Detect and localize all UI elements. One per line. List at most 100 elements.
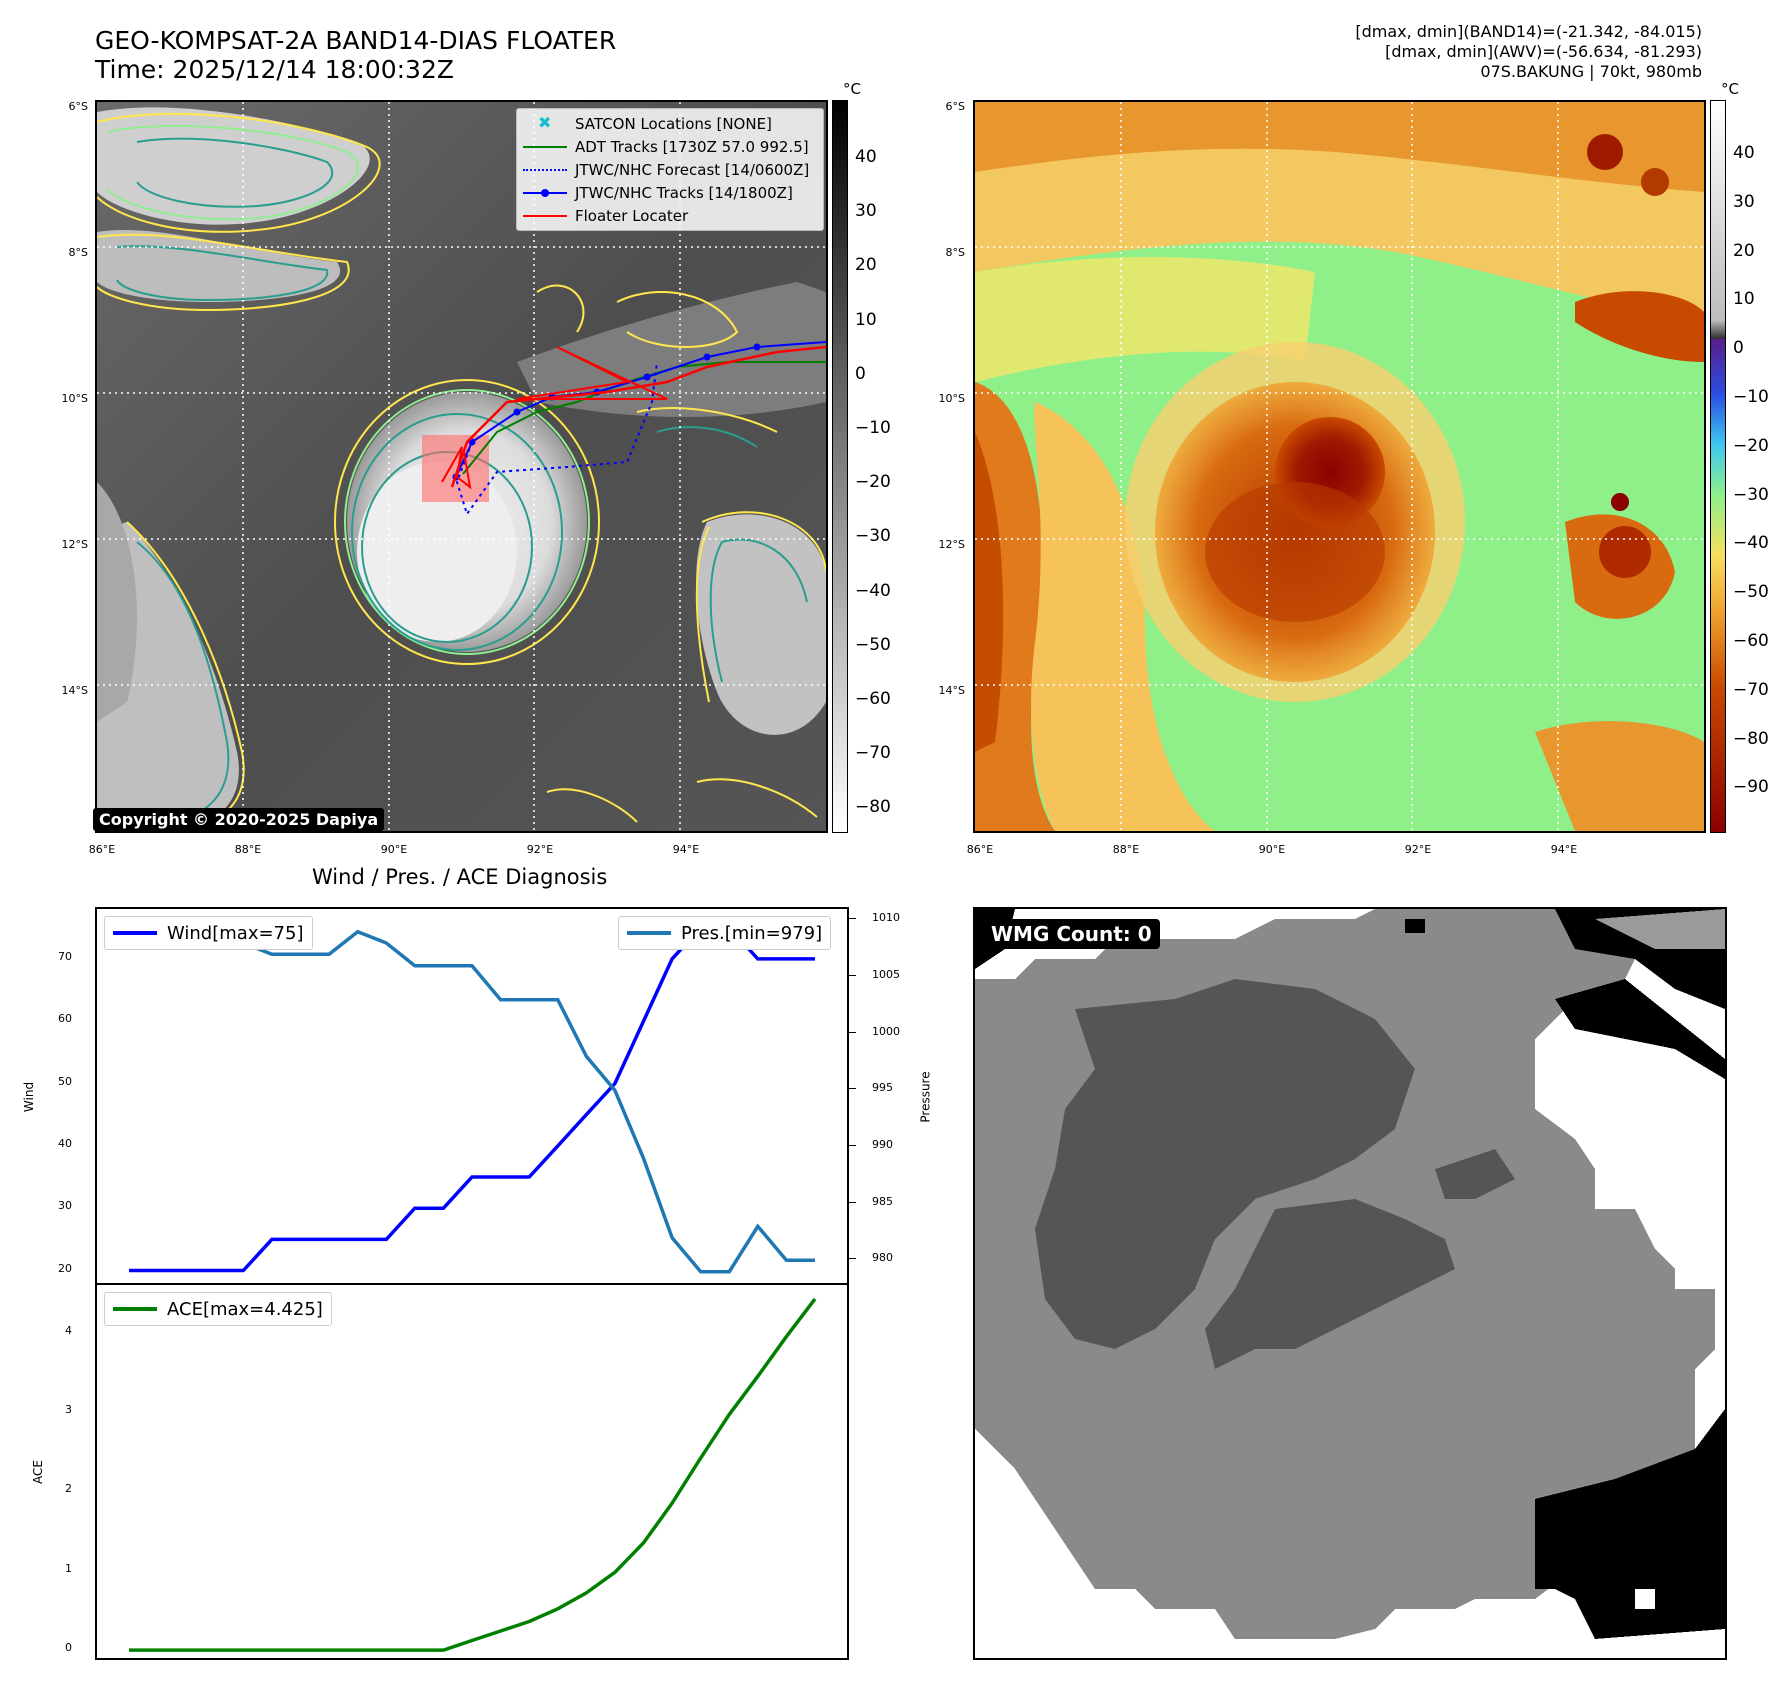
colorbar-tick: −30 [1733, 484, 1769, 505]
wind-pres-chart [95, 907, 849, 1285]
colorbar-tick: −80 [855, 797, 891, 818]
lat-tick: 14°S [61, 684, 88, 697]
info-line-1: [dmax, dmin](BAND14)=(-21.342, -84.015) [1355, 22, 1702, 41]
colorbar-tick: −70 [1733, 679, 1769, 700]
colorbar-tick: −80 [1733, 728, 1769, 749]
lon-tick: 86°E [966, 843, 994, 856]
ace-tick-label: 2 [65, 1482, 72, 1496]
legend-satcon: ✖ SATCON Locations [NONE] [538, 112, 772, 133]
ace-series-line [129, 1297, 817, 1652]
pressure-tick-mark [849, 1031, 856, 1033]
colorbar-tick: −30 [855, 526, 891, 547]
ace-axis-label: ACE [30, 1460, 45, 1484]
pressure-tick-mark [849, 1088, 856, 1090]
colorbar-tick: 10 [1733, 289, 1755, 310]
wind-pres-plot [129, 925, 815, 1274]
lon-tick: 92°E [526, 843, 554, 856]
pressure-tick-label: 995 [872, 1081, 893, 1095]
ir-map-panel [95, 100, 828, 833]
colorbar-tick: −20 [1733, 435, 1769, 456]
colorbar-tick: −20 [855, 472, 891, 493]
colorbar-tick: −50 [1733, 582, 1769, 603]
wind-series-line [129, 925, 815, 1273]
colorbar-tick: −70 [855, 743, 891, 764]
wind-tick-label: 60 [58, 1012, 72, 1026]
colorbar-right-unit: °C [1721, 80, 1739, 98]
lat-tick: 6°S [68, 100, 88, 113]
wmg-panel [973, 907, 1727, 1660]
colorbar-tick: 0 [1733, 338, 1744, 359]
pressure-tick-label: 1005 [872, 968, 900, 981]
lat-tick: 10°S [61, 392, 88, 405]
pressure-legend-swatch [627, 931, 671, 935]
wind-tick-label: 50 [58, 1074, 72, 1088]
pressure-tick-label: 1010 [872, 911, 900, 925]
ace-tick-label: 3 [65, 1402, 72, 1416]
lon-tick: 92°E [1404, 843, 1432, 856]
colorbar-tick: 30 [1733, 191, 1755, 212]
pressure-tick-mark [849, 918, 856, 920]
title-line-2: Time: 2025/12/14 18:00:32Z [95, 55, 454, 84]
lat-tick: 8°S [68, 246, 88, 259]
lat-tick: 12°S [61, 538, 88, 551]
awv-map-image [975, 102, 1704, 831]
figure-title: GEO-KOMPSAT-2A BAND14-DIAS FLOATER Time:… [95, 26, 616, 84]
legend-tracks: JTWC/NHC Tracks [14/1800Z] [517, 181, 823, 204]
pressure-series-line [129, 929, 815, 1274]
colorbar-tick: −60 [1733, 631, 1769, 651]
lat-tick: 8°S [945, 246, 965, 259]
colorbar-tick: −60 [855, 689, 891, 709]
colorbar-tick: 40 [855, 147, 877, 167]
ace-chart [95, 1283, 849, 1660]
legend-adt: ADT Tracks [1730Z 57.0 992.5] [517, 135, 823, 158]
info-line-2: [dmax, dmin](AWV)=(-56.634, -81.293) [1385, 42, 1702, 61]
ace-tick-label: 1 [65, 1561, 72, 1575]
pressure-axis-label: Pressure [918, 1071, 933, 1123]
legend-forecast: JTWC/NHC Forecast [14/0600Z] [517, 158, 823, 181]
ace-plot [129, 1297, 817, 1652]
colorbar-tick: 20 [1733, 240, 1755, 261]
lon-tick: 88°E [234, 843, 262, 856]
lat-tick: 14°S [938, 684, 965, 697]
pressure-tick-label: 990 [872, 1138, 893, 1151]
wmg-count-badge: WMG Count: 0 [983, 919, 1160, 949]
pressure-tick-label: 980 [872, 1251, 893, 1265]
colorbar-left-unit: °C [843, 80, 861, 98]
colorbar-tick: 40 [1733, 143, 1755, 163]
info-line-3: 07S.BAKUNG | 70kt, 980mb [1480, 62, 1702, 81]
wmg-image [975, 909, 1725, 1658]
wind-legend: Wind[max=75] [104, 916, 313, 950]
title-line-1: GEO-KOMPSAT-2A BAND14-DIAS FLOATER [95, 26, 617, 55]
lat-tick: 6°S [945, 100, 965, 113]
awv-map-panel [973, 100, 1706, 833]
lon-tick: 90°E [1258, 843, 1286, 856]
wind-tick-label: 20 [58, 1261, 72, 1275]
pressure-tick-mark [849, 1145, 856, 1146]
colorbar-tick: −10 [1733, 387, 1769, 407]
pressure-tick-mark [849, 1201, 856, 1203]
wind-tick-label: 40 [58, 1136, 72, 1150]
wind-axis-label: Wind [22, 1081, 37, 1113]
pressure-tick-label: 985 [872, 1194, 893, 1208]
info-block: [dmax, dmin](BAND14)=(-21.342, -84.015) … [1355, 22, 1702, 82]
colorbar-tick: −90 [1733, 777, 1769, 798]
colorbar-tick: −40 [855, 580, 891, 601]
colorbar-tick: 0 [855, 363, 866, 384]
colorbar-tick: 20 [855, 255, 877, 276]
lon-tick: 88°E [1112, 843, 1140, 856]
ir-map-image [97, 102, 826, 831]
wind-tick-label: 30 [58, 1199, 72, 1213]
pressure-tick-mark [849, 1258, 856, 1260]
pressure-tick-label: 1000 [872, 1024, 900, 1038]
lat-tick: 12°S [938, 538, 965, 551]
colorbar-right [1710, 100, 1726, 833]
ace-legend: ACE[max=4.425] [104, 1292, 332, 1326]
wind-legend-swatch [113, 931, 157, 935]
colorbar-tick: −10 [855, 418, 891, 438]
colorbar-left [832, 100, 848, 833]
ace-legend-swatch [113, 1307, 157, 1311]
lat-tick: 10°S [938, 392, 965, 405]
legend-floater: Floater Locater [517, 204, 823, 227]
pressure-legend: Pres.[min=979] [618, 916, 832, 950]
wind-tick-label: 70 [58, 949, 72, 963]
